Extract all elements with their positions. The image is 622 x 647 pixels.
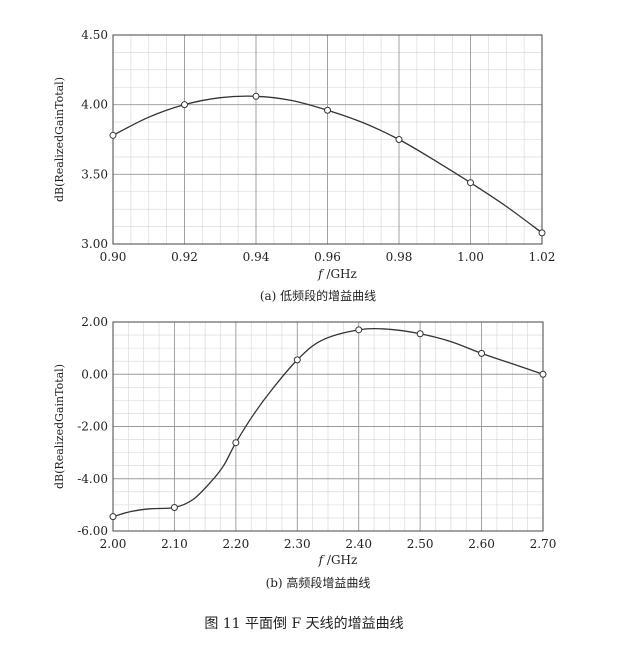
data-point [293,356,301,364]
y-tick-label: 3.00 [81,237,108,251]
y-tick-label: -6.00 [77,524,108,538]
x-axis-label: f /GHz [318,553,358,567]
x-tick-label: 0.98 [386,250,413,264]
data-point [181,101,188,109]
x-tick-label: 2.10 [161,537,188,551]
caption-top: (a) 低频段的增益曲线 [260,288,376,303]
y-tick-label: -4.00 [77,472,108,486]
y-axis-label: dB(RealizedGainTotal) [53,77,66,202]
data-point [170,503,178,511]
y-tick-label: 4.50 [81,28,108,42]
x-axis-label: f /GHz [317,267,357,281]
y-tick-label: 4.00 [81,98,108,112]
x-tick-label: 0.96 [314,250,341,264]
y-axis-label: dB(RealizedGainTotal) [53,364,66,489]
x-tick-label: 2.40 [345,537,372,551]
x-tick-label: 1.00 [457,250,484,264]
x-tick-label: 2.50 [407,537,434,551]
y-tick-label: 0.00 [81,367,108,381]
y-tick-label: 3.50 [81,167,108,181]
x-tick-label: 0.90 [100,250,127,264]
chart-top: 0.90 0.92 0.94 0.96 0.98 1.00 1.02 3.00 3.50 4.00… [53,28,555,281]
x-tick-label: 2.00 [100,537,127,551]
x-tick-label: 2.30 [284,537,311,551]
x-tick-label: 2.60 [468,537,495,551]
data-point [539,370,547,378]
x-tick-label: 2.70 [530,537,557,551]
plot-frame [112,34,543,245]
plot-frame [112,321,544,532]
data-point [355,326,363,334]
x-tick-label: 0.94 [243,250,270,264]
figure-caption: 图 11 平面倒 F 天线的增益曲线 [204,616,403,632]
data-point [467,179,474,187]
x-tick-label: 0.92 [171,250,198,264]
data-point [538,229,546,237]
data-point [395,136,403,143]
y-tick-label: -2.00 [77,420,108,434]
data-point [232,439,240,447]
data-point [109,513,117,521]
data-point [252,92,260,100]
data-point [416,330,424,338]
y-tick-label: 2.00 [81,315,108,329]
x-tick-label: 1.02 [529,250,556,264]
data-point [478,349,486,357]
caption-bottom: (b) 高频段增益曲线 [266,575,371,590]
data-point [109,131,117,139]
data-point [324,106,331,114]
x-tick-label: 2.20 [222,537,249,551]
chart-bottom: 2.00 2.10 2.20 2.30 2.40 2.50 2.60 2.70 -6.00 -4.… [53,315,556,567]
